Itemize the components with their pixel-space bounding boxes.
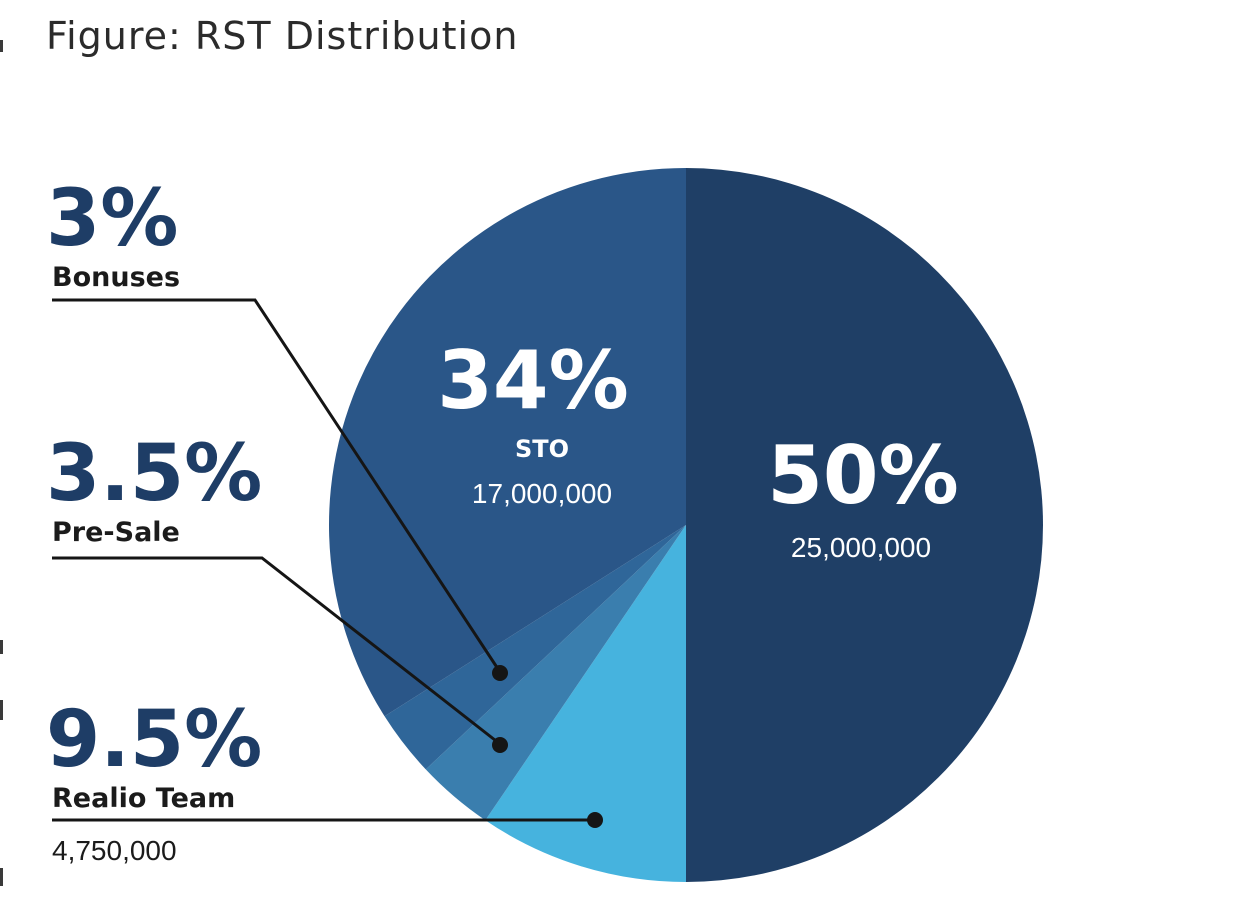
slice-name-label: Bonuses (52, 262, 180, 293)
left-edge-mark (0, 868, 3, 886)
slice-percent-label: 3.5% (46, 429, 262, 519)
slice-name-label: Realio Team (52, 783, 235, 814)
left-edge-mark (0, 640, 3, 654)
leader-dot (587, 812, 603, 828)
slice-amount-label: 4,750,000 (52, 835, 177, 866)
pie-slice (425, 525, 686, 821)
slice-name-label: Pre-Sale (52, 517, 180, 548)
slice-amount-label: 25,000,000 (791, 532, 931, 563)
slice-percent-label: 3% (46, 174, 178, 264)
leader-dot (492, 737, 508, 753)
slice-percent-label: 50% (767, 429, 958, 522)
chart-title: Figure: RST Distribution (46, 14, 519, 58)
left-edge-mark (0, 40, 3, 52)
pie-slice (686, 168, 1043, 882)
slice-name-label: STO (515, 435, 569, 463)
left-edge-mark (0, 700, 3, 720)
pie-slice (485, 525, 686, 882)
pie-slice (384, 525, 686, 770)
leader-line-bonuses (52, 298, 502, 673)
leader-line-pre-sale (52, 556, 501, 746)
slice-amount-label: 17,000,000 (472, 478, 612, 509)
slice-percent-label: 9.5% (46, 695, 262, 785)
pie-slice (328, 167, 686, 717)
slice-percent-label: 34% (437, 334, 628, 427)
leader-dot (492, 665, 508, 681)
